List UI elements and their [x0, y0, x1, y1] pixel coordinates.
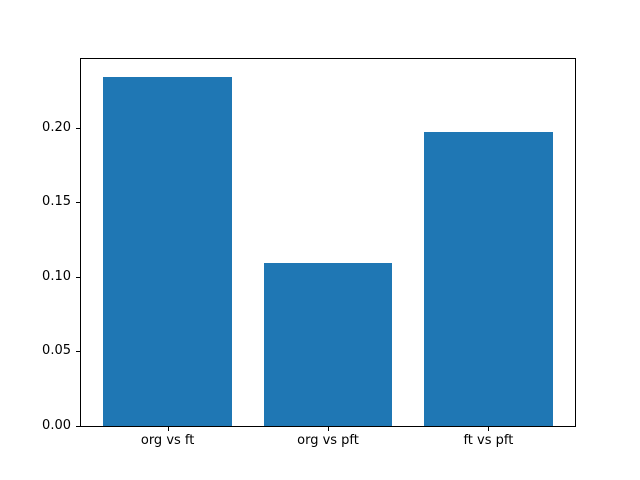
bar-org-vs-ft [103, 76, 232, 426]
y-tick-label-0.00: 0.00 [42, 418, 71, 433]
y-tick-label-0.10: 0.10 [42, 268, 71, 284]
x-tick-org-vs-pft [328, 427, 329, 431]
x-tick-label-ft-vs-pft: ft vs pft [463, 433, 514, 448]
y-tick-label-0.20: 0.20 [42, 119, 71, 135]
y-tick-0.10 [76, 276, 80, 278]
x-tick-org-vs-ft [167, 427, 169, 431]
y-tick-0.20 [76, 127, 80, 129]
plot-area [80, 58, 576, 427]
y-tick-0.15 [76, 202, 80, 204]
bar-ft-vs-pft [424, 132, 553, 426]
x-tick-ft-vs-pft [488, 427, 490, 431]
y-tick-0.05 [76, 351, 80, 353]
y-tick-label-0.05: 0.05 [42, 343, 71, 359]
bar-org-vs-pft [263, 263, 393, 426]
y-tick-label-0.15: 0.15 [42, 194, 71, 210]
y-tick-0.00 [76, 426, 80, 427]
x-tick-label-org-vs-pft: org vs pft [297, 433, 359, 448]
x-tick-label-org-vs-ft: org vs ft [140, 433, 195, 448]
